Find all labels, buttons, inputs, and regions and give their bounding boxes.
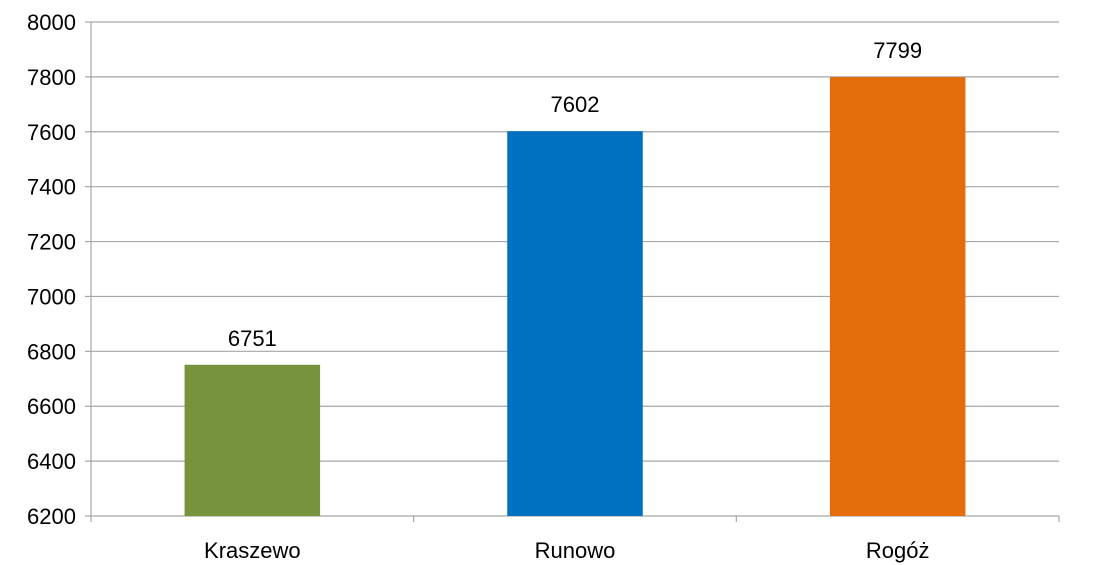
data-label: 7799 xyxy=(873,38,922,63)
x-category-label: Rogóż xyxy=(866,538,930,563)
bar-rogóż xyxy=(829,77,966,516)
y-tick-label: 7800 xyxy=(27,65,76,90)
data-labels: 6751 7602 7799 xyxy=(228,38,922,351)
x-axis-category-labels: Kraszewo Runowo Rogóż xyxy=(204,538,929,563)
x-category-label: Runowo xyxy=(535,538,616,563)
y-tick-label: 7000 xyxy=(27,284,76,309)
y-axis-tick-labels: 6200 6400 6600 6800 7000 7200 7400 7600 7800 8000 xyxy=(27,10,76,529)
x-category-label: Kraszewo xyxy=(204,538,301,563)
y-tick-label: 6200 xyxy=(27,504,76,529)
bar-runowo xyxy=(507,131,643,516)
y-tick-label: 6400 xyxy=(27,449,76,474)
data-label: 6751 xyxy=(228,326,277,351)
data-label: 7602 xyxy=(551,92,600,117)
y-tick-label: 7600 xyxy=(27,120,76,145)
y-tick-label: 6600 xyxy=(27,394,76,419)
y-tick-label: 7400 xyxy=(27,175,76,200)
y-tick-label: 7200 xyxy=(27,230,76,255)
y-tick-label: 8000 xyxy=(27,10,76,35)
bars xyxy=(184,77,966,516)
y-tick-label: 6800 xyxy=(27,339,76,364)
bar-kraszewo xyxy=(184,364,321,516)
